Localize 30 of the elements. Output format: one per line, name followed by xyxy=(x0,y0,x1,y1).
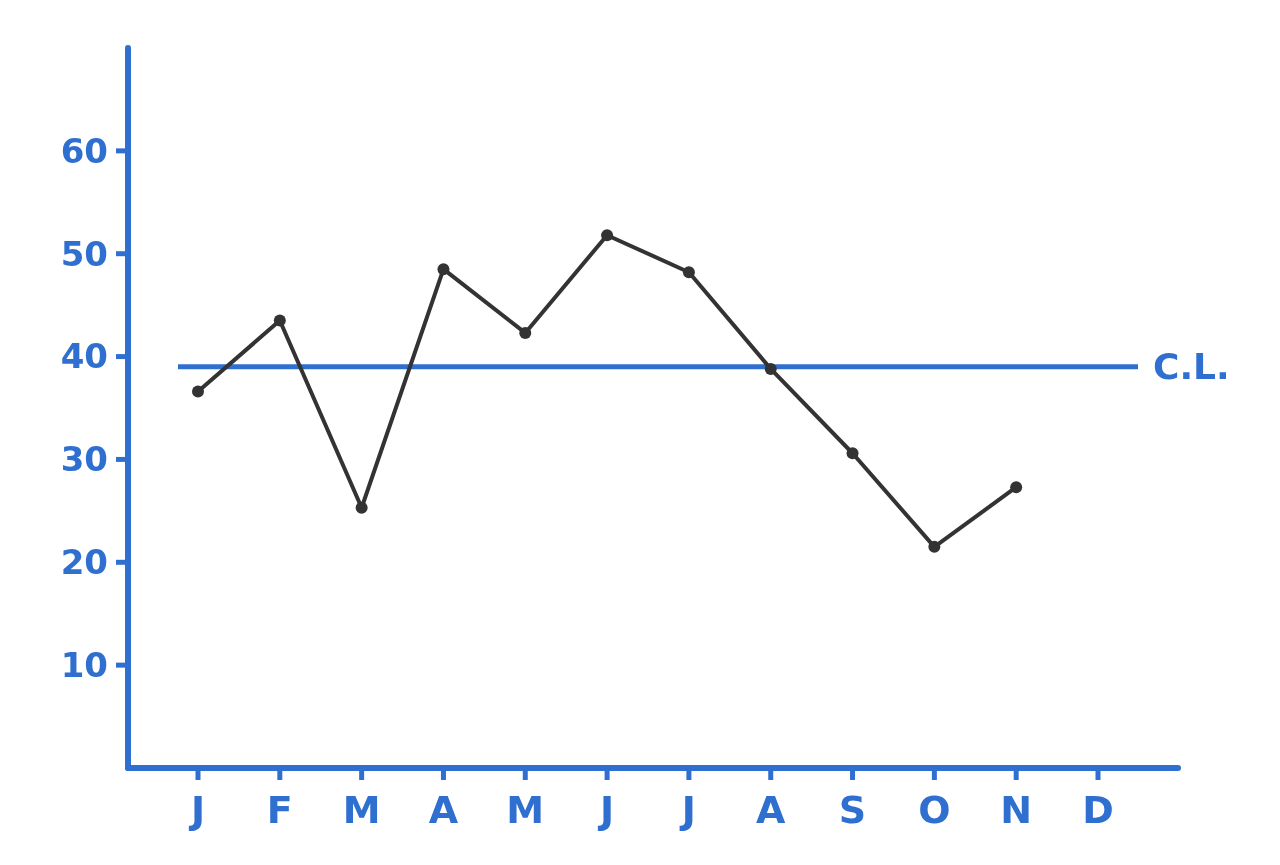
x-tick-label: M xyxy=(342,788,381,832)
y-tick-label: 10 xyxy=(60,645,108,686)
x-tick-label: M xyxy=(506,788,545,832)
point xyxy=(273,314,286,327)
x-tick-label: D xyxy=(1082,788,1114,832)
x-tick-label: F xyxy=(266,788,293,832)
y-tick-label: 20 xyxy=(60,542,108,583)
x-tick-label: N xyxy=(1000,788,1033,832)
y-tick-label: 60 xyxy=(60,130,108,171)
point xyxy=(764,362,777,375)
point xyxy=(928,540,941,553)
point xyxy=(601,229,614,242)
y-tick-label: 50 xyxy=(60,233,108,274)
x-tick-label: A xyxy=(428,788,459,832)
point xyxy=(1010,481,1023,494)
point xyxy=(846,447,859,460)
x-tick-label: O xyxy=(918,788,951,832)
x-tick-label: S xyxy=(838,788,867,832)
ref-line-label: C.L. xyxy=(1153,346,1230,388)
point xyxy=(682,266,695,279)
y-tick-label: 30 xyxy=(60,439,108,480)
x-tick-label: J xyxy=(597,788,615,832)
point xyxy=(437,263,450,276)
x-tick-label: J xyxy=(187,788,206,832)
point xyxy=(355,501,368,514)
x-tick-label: J xyxy=(678,788,696,832)
point xyxy=(519,326,532,339)
point xyxy=(192,385,204,398)
x-tick-label: A xyxy=(756,788,787,832)
y-tick-label: 40 xyxy=(60,336,108,377)
